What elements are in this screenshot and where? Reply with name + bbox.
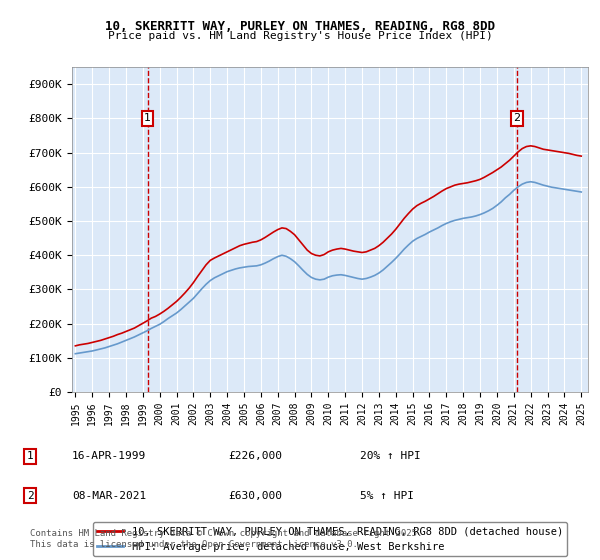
Text: Price paid vs. HM Land Registry's House Price Index (HPI): Price paid vs. HM Land Registry's House … [107,31,493,41]
Text: 16-APR-1999: 16-APR-1999 [72,451,146,461]
Text: 2: 2 [513,114,520,124]
Text: 08-MAR-2021: 08-MAR-2021 [72,491,146,501]
Text: 2: 2 [26,491,34,501]
Text: £226,000: £226,000 [228,451,282,461]
Text: Contains HM Land Registry data © Crown copyright and database right 2025.
This d: Contains HM Land Registry data © Crown c… [30,529,422,549]
Text: 5% ↑ HPI: 5% ↑ HPI [360,491,414,501]
Text: 10, SKERRITT WAY, PURLEY ON THAMES, READING, RG8 8DD: 10, SKERRITT WAY, PURLEY ON THAMES, READ… [105,20,495,32]
Text: £630,000: £630,000 [228,491,282,501]
Text: 1: 1 [144,114,151,124]
Text: 1: 1 [26,451,34,461]
Text: 20% ↑ HPI: 20% ↑ HPI [360,451,421,461]
Legend: 10, SKERRITT WAY, PURLEY ON THAMES, READING, RG8 8DD (detached house), HPI: Aver: 10, SKERRITT WAY, PURLEY ON THAMES, READ… [93,522,567,556]
